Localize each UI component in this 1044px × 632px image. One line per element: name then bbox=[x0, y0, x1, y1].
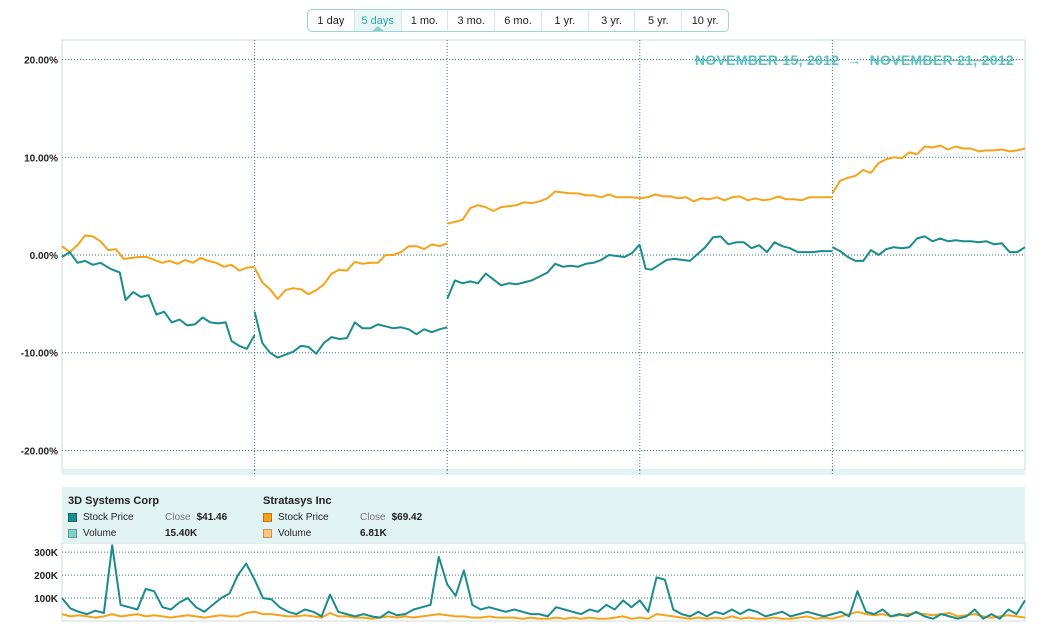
price-label: Stock Price bbox=[83, 512, 134, 523]
series-line-stratasys-inc bbox=[61, 234, 255, 272]
volume-line-3d-systems-corp bbox=[61, 544, 1026, 620]
price-swatch bbox=[263, 513, 272, 522]
series-line-3d-systems-corp bbox=[61, 251, 256, 350]
volume-y-tick-label: 200K bbox=[34, 571, 59, 582]
time-range-selector: 1 day 5 days 1 mo. 3 mo. 6 mo. 1 yr. 3 yr. 5 yr… bbox=[307, 9, 729, 32]
legend-volume-row: Volume 6.81K bbox=[263, 528, 387, 539]
series-line-3d-systems-corp bbox=[638, 235, 833, 271]
volume-label: Volume bbox=[83, 528, 117, 539]
series-line-stratasys-inc bbox=[639, 193, 833, 203]
volume-y-tick-labels: 300K 200K 100K bbox=[34, 548, 59, 605]
range-button-5-days[interactable]: 5 days bbox=[354, 10, 402, 31]
range-button-1-yr[interactable]: 1 yr. bbox=[542, 10, 589, 31]
range-button-1-mo[interactable]: 1 mo. bbox=[402, 10, 449, 31]
date-range-end: NOVEMBER 21, 2012 bbox=[869, 52, 1014, 68]
series-line-3d-systems-corp bbox=[831, 235, 1026, 262]
series-line-3d-systems-corp bbox=[446, 243, 641, 300]
close-label: Close bbox=[165, 512, 191, 523]
volume-y-tick-label: 300K bbox=[34, 548, 59, 559]
price-lines bbox=[61, 144, 1026, 359]
day-label: Thu bbox=[65, 474, 81, 475]
price-y-tick-labels: 20.00% 10.00% 0.00% -10.00% -20.00% bbox=[21, 56, 58, 458]
series-line-stratasys-inc bbox=[446, 190, 640, 225]
close-value: $69.42 bbox=[391, 512, 423, 523]
range-button-1-day[interactable]: 1 day bbox=[308, 10, 355, 31]
legend-company-name: Stratasys Inc bbox=[263, 495, 332, 507]
day-label: Tue bbox=[643, 474, 658, 475]
price-label: Stock Price bbox=[278, 512, 329, 523]
range-button-10-yr[interactable]: 10 yr. bbox=[691, 14, 719, 27]
day-label: Fri bbox=[258, 474, 269, 475]
close-value: $41.46 bbox=[196, 512, 228, 523]
date-range-arrow: → bbox=[847, 52, 862, 68]
volume-value: 15.40K bbox=[165, 528, 198, 539]
y-tick-label: -20.00% bbox=[21, 446, 58, 457]
volume-swatch bbox=[263, 529, 272, 538]
volume-frame bbox=[61, 543, 1026, 622]
y-tick-label: 0.00% bbox=[30, 251, 58, 262]
series-line-stratasys-inc bbox=[831, 144, 1026, 194]
date-range-banner: NOVEMBER 15, 2012 → NOVEMBER 21, 2012 bbox=[695, 52, 1014, 68]
day-label: Mon bbox=[450, 474, 468, 475]
close-label: Close bbox=[360, 512, 386, 523]
volume-grid bbox=[61, 543, 1026, 622]
range-button-6-mo[interactable]: 6 mo. bbox=[495, 10, 542, 31]
legend-company-name: 3D Systems Corp bbox=[68, 495, 160, 507]
x-axis-band bbox=[62, 470, 1025, 475]
range-button-3-yr[interactable]: 3 yr. bbox=[589, 10, 636, 31]
volume-line-stratasys-inc bbox=[61, 610, 1026, 620]
range-button-3-mo[interactable]: 3 mo. bbox=[448, 10, 496, 31]
price-swatch bbox=[68, 513, 77, 522]
price-change-chart: 20.00% 10.00% 0.00% -10.00% -20.00% Thu Fri Mo… bbox=[21, 39, 1026, 475]
volume-chart: 300K 200K 100K bbox=[34, 543, 1026, 622]
series-line-3d-systems-corp bbox=[253, 311, 448, 359]
legend-price-row: Stock Price Close $69.42 bbox=[263, 512, 422, 523]
volume-y-tick-label: 100K bbox=[34, 594, 59, 605]
volume-label: Volume bbox=[278, 528, 312, 539]
volume-swatch bbox=[68, 529, 77, 538]
legend-panel: 3D Systems Corp Stock Price Close $41.46… bbox=[62, 487, 1025, 543]
volume-value: 6.81K bbox=[360, 528, 387, 539]
y-tick-label: -10.00% bbox=[21, 349, 58, 360]
y-tick-label: 10.00% bbox=[24, 153, 58, 164]
day-labels: Thu Fri Mon Tue Wed bbox=[62, 470, 1025, 475]
series-line-stratasys-inc bbox=[253, 242, 448, 300]
legend-volume-row: Volume 15.40K bbox=[68, 528, 197, 539]
y-tick-label: 20.00% bbox=[24, 56, 58, 67]
volume-lines bbox=[61, 544, 1026, 620]
day-label: Wed bbox=[835, 474, 853, 475]
date-range-start: NOVEMBER 15, 2012 bbox=[694, 52, 840, 68]
price-grid bbox=[61, 39, 1026, 474]
range-button-5-yr[interactable]: 5 yr. bbox=[635, 10, 683, 31]
legend-price-row: Stock Price Close $41.46 bbox=[68, 512, 227, 523]
